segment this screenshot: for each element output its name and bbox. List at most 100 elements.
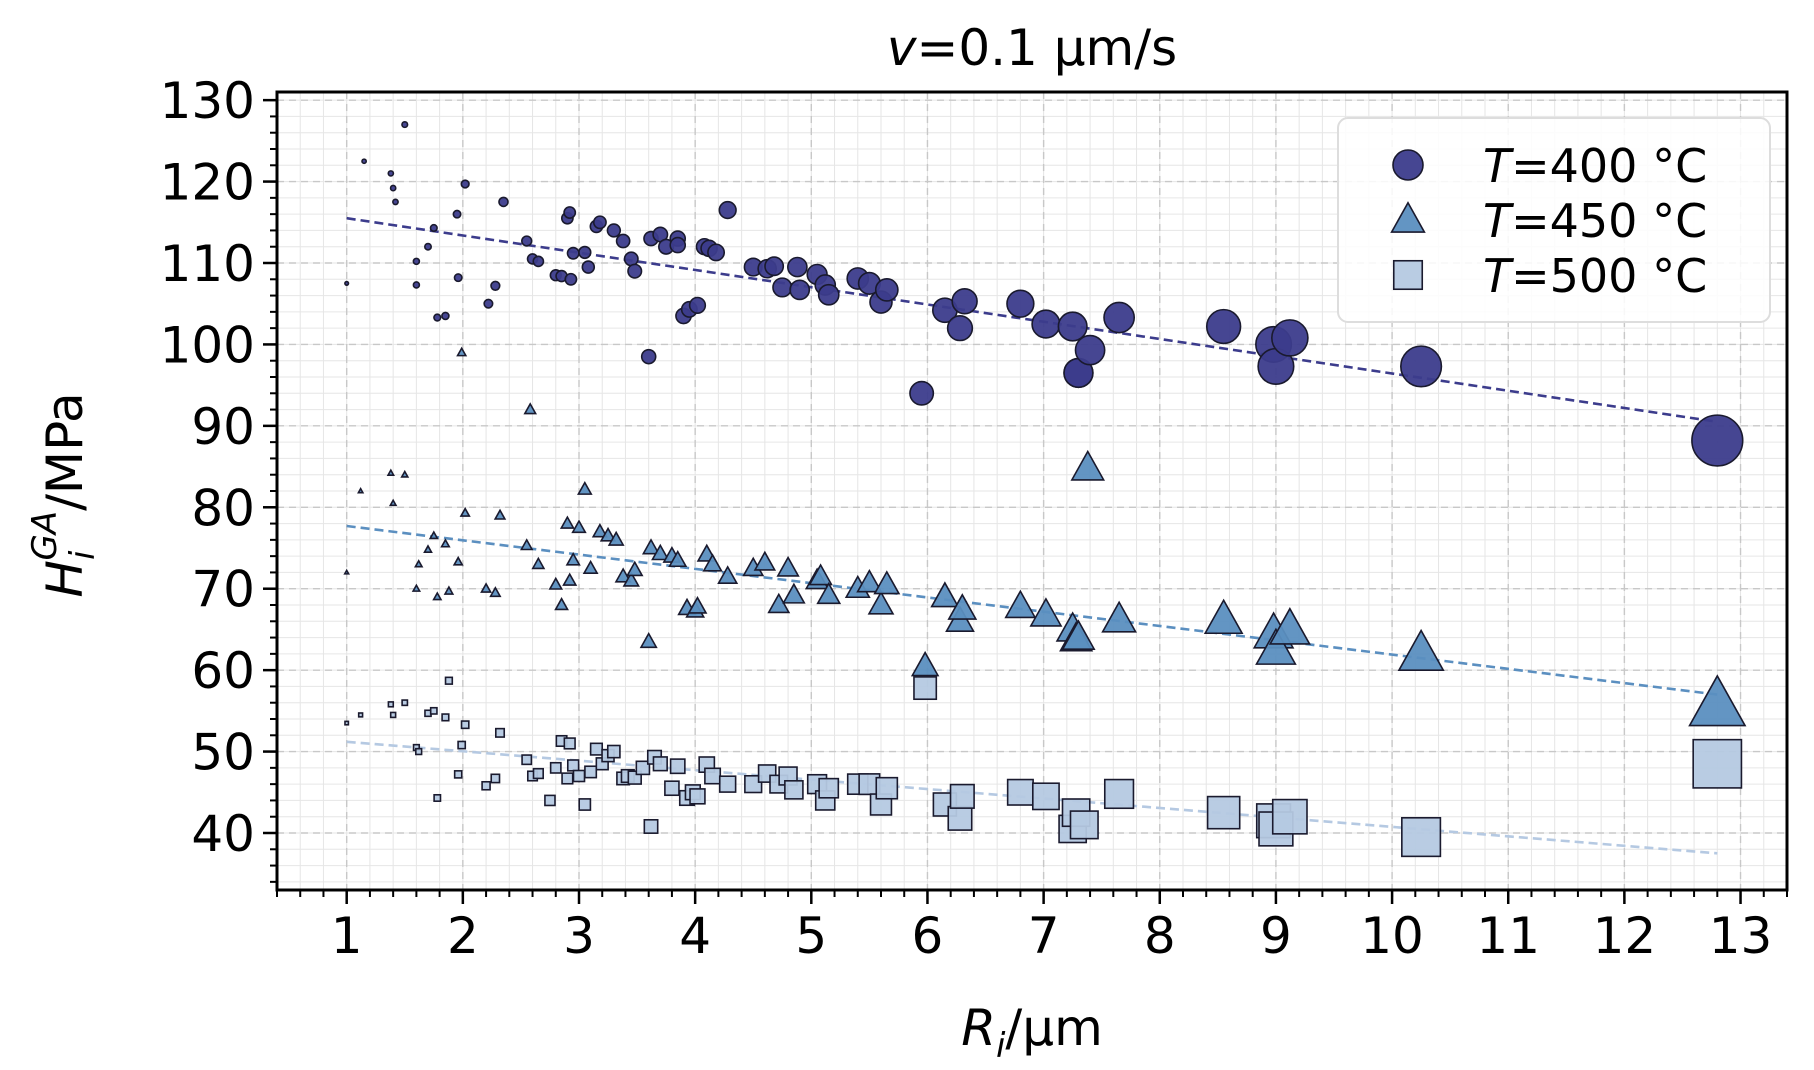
legend-label: T=450 °C xyxy=(1483,194,1707,248)
data-point xyxy=(704,767,722,785)
data-point xyxy=(688,296,707,314)
data-point xyxy=(566,759,580,772)
data-point xyxy=(401,120,409,129)
data-point xyxy=(433,793,442,802)
legend-label-italic: T xyxy=(1483,194,1515,248)
data-point xyxy=(523,402,537,415)
data-points xyxy=(343,120,1747,858)
data-point xyxy=(910,650,940,677)
data-point xyxy=(433,313,442,322)
data-point xyxy=(816,581,842,605)
data-point xyxy=(584,765,598,779)
data-point xyxy=(946,314,974,342)
data-point xyxy=(874,277,899,302)
data-point xyxy=(563,737,576,750)
data-point xyxy=(1397,628,1445,671)
legend: T=400 °CT=450 °CT=500 °C xyxy=(1337,117,1771,323)
y-tick-label: 60 xyxy=(191,642,255,700)
major-grid xyxy=(277,92,1787,890)
data-point xyxy=(412,257,421,266)
data-point xyxy=(412,281,421,289)
data-point xyxy=(490,773,501,784)
y-tick-label: 100 xyxy=(160,316,255,374)
data-point xyxy=(707,243,726,262)
data-point xyxy=(444,676,454,685)
data-point xyxy=(344,280,350,286)
data-point xyxy=(452,555,464,566)
data-point xyxy=(687,595,708,614)
data-point xyxy=(641,538,661,555)
data-point xyxy=(459,506,471,517)
x-tick-label: 4 xyxy=(679,907,711,965)
data-point xyxy=(764,256,785,277)
data-point xyxy=(1271,798,1308,835)
data-point xyxy=(561,772,574,785)
data-point xyxy=(627,263,643,279)
data-point xyxy=(909,380,935,406)
data-point xyxy=(930,581,960,608)
data-point xyxy=(440,538,451,548)
data-point xyxy=(1103,301,1136,334)
x-tick-label: 2 xyxy=(447,907,479,965)
data-point xyxy=(400,469,410,478)
data-point xyxy=(818,777,840,799)
data-point xyxy=(389,184,397,192)
data-point xyxy=(1401,816,1442,858)
data-point xyxy=(1255,627,1297,665)
data-point xyxy=(949,783,975,809)
data-point xyxy=(607,530,625,546)
data-point xyxy=(1205,308,1242,345)
data-point xyxy=(572,769,586,783)
data-point xyxy=(1203,598,1244,635)
y-tick-label: 90 xyxy=(191,398,255,456)
y-tick-label: 110 xyxy=(160,235,255,293)
data-point xyxy=(1101,600,1137,633)
data-point xyxy=(387,170,395,177)
data-point xyxy=(669,758,686,775)
data-point xyxy=(452,209,462,219)
x-tick-label: 1 xyxy=(331,907,363,965)
x-tick-label: 6 xyxy=(912,907,944,965)
x-tick-label: 12 xyxy=(1593,907,1657,965)
data-point xyxy=(456,346,468,357)
data-point xyxy=(428,530,439,540)
data-point xyxy=(531,556,546,570)
data-point xyxy=(591,522,609,538)
x-axis-label: Ri/µm xyxy=(961,999,1103,1066)
data-point xyxy=(582,559,599,574)
legend-label-italic: T xyxy=(1483,249,1515,303)
data-point xyxy=(1074,334,1106,366)
data-point xyxy=(1691,414,1744,467)
data-point xyxy=(564,272,578,286)
data-point xyxy=(578,245,592,260)
data-point xyxy=(1057,311,1088,342)
y-tick-label: 40 xyxy=(191,805,255,863)
data-point xyxy=(441,311,450,321)
x-tick-label: 8 xyxy=(1144,907,1176,965)
data-point xyxy=(1268,607,1311,645)
data-point xyxy=(443,585,455,595)
data-point xyxy=(639,631,658,649)
data-point xyxy=(947,805,973,831)
data-point xyxy=(460,720,470,730)
data-point xyxy=(1206,795,1241,830)
xlabel-italic: R xyxy=(961,999,996,1057)
data-point xyxy=(549,761,562,774)
data-point xyxy=(856,568,883,593)
data-point xyxy=(554,597,569,611)
y-tick-label: 120 xyxy=(160,154,255,212)
data-point xyxy=(689,788,706,805)
legend-marker xyxy=(1390,201,1426,233)
y-tick-label: 70 xyxy=(191,561,255,619)
data-point xyxy=(576,480,593,495)
data-point xyxy=(718,775,737,793)
x-tick-label: 11 xyxy=(1476,907,1540,965)
ylabel-sub: i xyxy=(63,550,103,560)
ylabel-sup: GA xyxy=(25,511,65,561)
data-point xyxy=(389,711,397,719)
data-point xyxy=(387,701,395,708)
data-point xyxy=(606,744,621,759)
data-point xyxy=(429,706,438,715)
data-point xyxy=(498,196,509,208)
data-point xyxy=(453,273,463,283)
